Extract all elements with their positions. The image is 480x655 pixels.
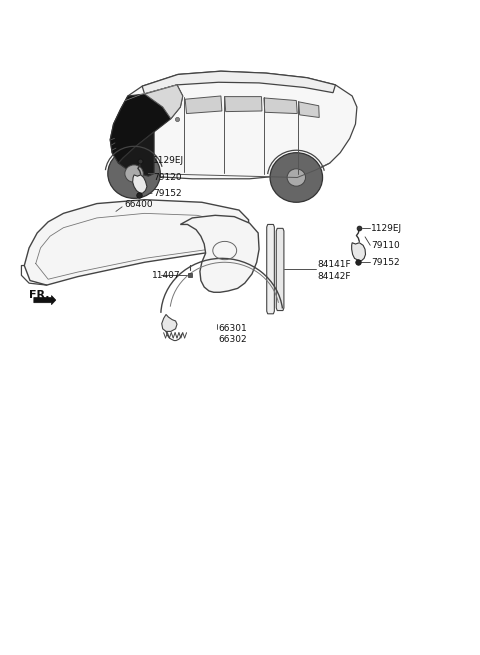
Text: 84141F: 84141F bbox=[317, 261, 351, 269]
Text: FR.: FR. bbox=[29, 290, 49, 300]
Text: 79120: 79120 bbox=[153, 173, 182, 182]
Text: 66302: 66302 bbox=[218, 335, 247, 344]
Text: 11407: 11407 bbox=[152, 271, 180, 280]
Polygon shape bbox=[144, 85, 183, 119]
Text: 79110: 79110 bbox=[371, 241, 400, 250]
Polygon shape bbox=[132, 175, 147, 193]
Text: 66400: 66400 bbox=[124, 200, 153, 210]
Text: 1129EJ: 1129EJ bbox=[153, 156, 184, 165]
Polygon shape bbox=[110, 85, 183, 163]
Ellipse shape bbox=[270, 153, 323, 202]
Text: 84142F: 84142F bbox=[317, 272, 351, 281]
Polygon shape bbox=[225, 97, 262, 111]
Polygon shape bbox=[142, 71, 336, 94]
Polygon shape bbox=[299, 102, 319, 117]
Polygon shape bbox=[110, 71, 357, 179]
Polygon shape bbox=[34, 295, 56, 305]
Polygon shape bbox=[352, 243, 365, 261]
Polygon shape bbox=[267, 225, 275, 314]
Polygon shape bbox=[180, 215, 259, 292]
Text: 79152: 79152 bbox=[371, 258, 400, 267]
Ellipse shape bbox=[108, 149, 160, 198]
Ellipse shape bbox=[287, 169, 305, 186]
Polygon shape bbox=[264, 98, 297, 113]
Text: 79152: 79152 bbox=[153, 189, 182, 198]
Ellipse shape bbox=[125, 165, 143, 182]
Polygon shape bbox=[118, 132, 154, 176]
Text: 66301: 66301 bbox=[218, 324, 247, 333]
Polygon shape bbox=[162, 314, 177, 331]
Polygon shape bbox=[185, 96, 222, 113]
Text: 1129EJ: 1129EJ bbox=[371, 224, 402, 233]
Polygon shape bbox=[24, 200, 249, 285]
Polygon shape bbox=[276, 229, 284, 310]
